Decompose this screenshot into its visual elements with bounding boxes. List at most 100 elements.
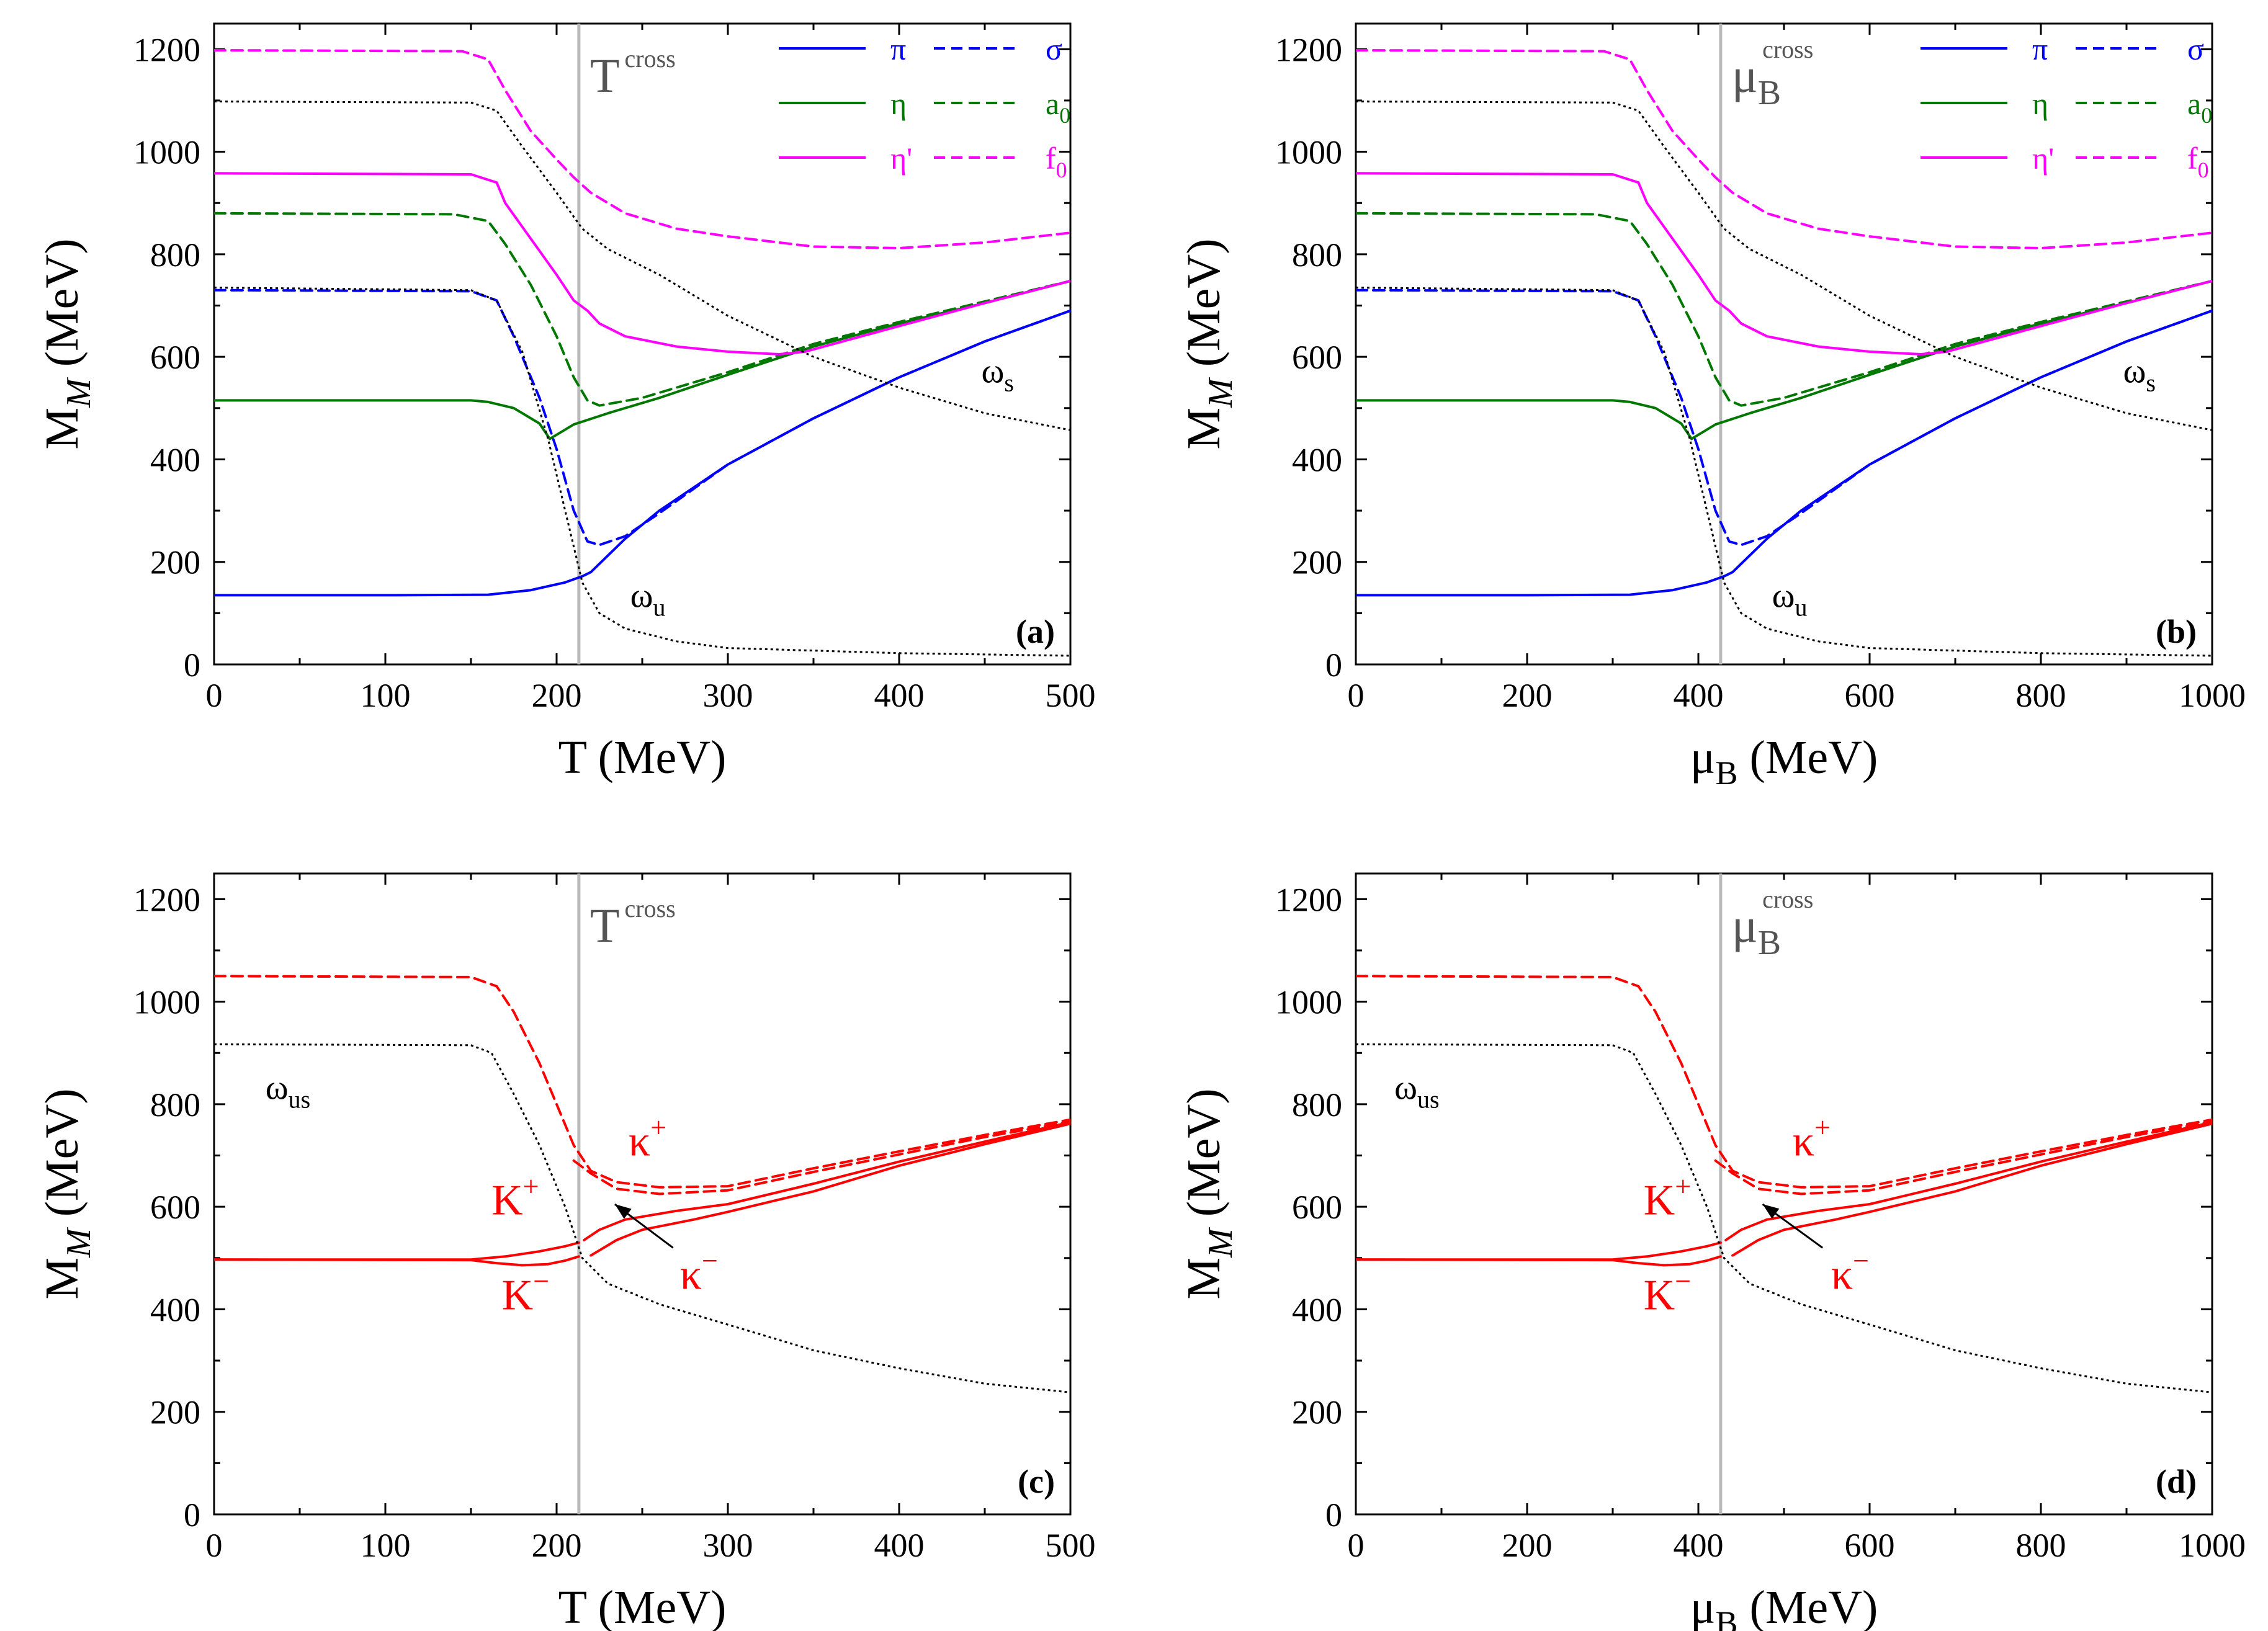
series-group [1356,975,2212,1393]
annotation-main: ω [2123,352,2146,390]
annotation-main: K [491,1177,523,1225]
annotation-main: κ [629,1118,650,1166]
annotation-arrowhead [614,1204,632,1219]
annotation: κ− [1831,1244,1869,1298]
annotation: ωus [266,1069,310,1114]
y-tick-label: 1200 [133,31,200,68]
annotation-main: κ [1831,1251,1853,1298]
annotation: κ+ [1793,1112,1831,1166]
series-line [572,1120,1070,1195]
x-axis-label: μB (MeV) [1690,1581,1878,1631]
x-tick-label: 0 [1348,1527,1365,1564]
y-tick-label: 1200 [1275,881,1342,918]
series-line [1731,1122,2212,1257]
legend-text: η [890,86,907,121]
y-axis-label: MM (MeV) [36,1088,98,1299]
y-axis-label: MM (MeV) [1178,238,1240,449]
series-line [214,1241,580,1261]
y-tick-label: 600 [150,1189,200,1226]
annotation-main: κ [680,1251,702,1298]
legend-text: σ [2187,32,2204,66]
x-tick-label: 800 [2016,1527,2066,1564]
y-tick-label: 400 [1292,1291,1342,1328]
plot-frame [1355,22,2213,666]
annotation-sub: u [653,593,666,621]
crossover-main: μ [1732,898,1758,952]
annotation-sub: u [1795,593,1808,621]
x-tick-label: 600 [1845,1527,1895,1564]
annotation: ωs [2123,352,2155,396]
series-line [214,287,1070,657]
legend-sub: 0 [2198,158,2209,182]
annotation: K− [502,1265,550,1319]
annotation-main: ω [630,576,653,615]
panel-label: (c) [1018,1463,1055,1500]
legend-text: π [890,32,906,66]
x-tick-label: 600 [1845,677,1895,714]
x-tick-label: 500 [1046,1527,1096,1564]
annotation-sup: + [650,1112,666,1143]
legend-text: π [2032,32,2048,66]
series-line [214,1255,580,1267]
annotation-sub: s [2146,369,2156,396]
panel-label: (b) [2156,613,2197,650]
crossover-label: μBcross [1732,35,1813,112]
annotation-sup: − [1675,1265,1691,1297]
y-tick-label: 800 [150,1086,200,1124]
annotation-main: ω [981,352,1004,390]
legend-label: η' [890,141,912,176]
x-tick-label: 800 [2016,677,2066,714]
x-tick-label: 500 [1046,677,1096,714]
x-tick-label: 400 [874,677,925,714]
series-line [1724,1120,2212,1241]
y-tick-label: 400 [150,1291,200,1328]
crossover-sub: B [1758,924,1781,962]
x-axis-label: T (MeV) [558,731,727,784]
series-line [1356,287,2212,657]
series-line [1356,172,2212,355]
y-tick-label: 400 [1292,441,1342,478]
annotation-sup: − [1853,1244,1869,1276]
y-tick-label: 800 [150,236,200,274]
series-line [1356,212,2212,407]
legend-label: σ [2187,32,2204,66]
legend-label: f0 [1046,141,1067,182]
annotation: ωs [981,352,1013,396]
y-tick-label: 200 [1292,544,1342,581]
legend-sub: 0 [1059,103,1070,128]
legend-label: η' [2032,141,2054,176]
annotation: ωu [630,576,666,621]
legend-label: π [2032,32,2048,66]
x-tick-label: 200 [532,1527,582,1564]
legend-label: f0 [2187,141,2209,182]
panel-d: 0 200 400 600 800 1000 0 200 400 600 800 1000 1200 μB… [1178,872,2246,1631]
plot-frame [213,22,1072,666]
series-line [214,49,1070,249]
annotation: ωu [1772,576,1808,621]
legend-text: η' [890,141,912,176]
x-axis-label: μB (MeV) [1690,731,1878,792]
legend: π ση a0η' f0 [779,32,1070,182]
y-axis-label: MM (MeV) [1178,1088,1240,1299]
series-line [1356,279,2212,440]
x-axis-label: T (MeV) [558,1581,727,1631]
annotation-main: ω [1772,576,1795,615]
annotation-sub: s [1004,369,1014,396]
series-line [583,1120,1070,1241]
panel-b: 0 200 400 600 800 1000 0 200 400 600 800 1000 1200 μB… [1178,22,2246,792]
annotation: K− [1644,1265,1692,1319]
annotation-arrowhead [1762,1204,1780,1219]
series-line [1356,1241,1722,1261]
series-group [1356,49,2212,657]
series-line [214,288,1070,547]
annotation-main: ω [266,1069,289,1107]
series-group [214,49,1070,657]
annotation-main: ω [1394,1069,1417,1107]
x-tick-label: 1000 [2179,677,2246,714]
annotation-sup: − [702,1244,718,1276]
y-tick-label: 400 [150,441,200,478]
legend-label: η [890,86,907,121]
y-tick-label: 0 [184,646,200,684]
